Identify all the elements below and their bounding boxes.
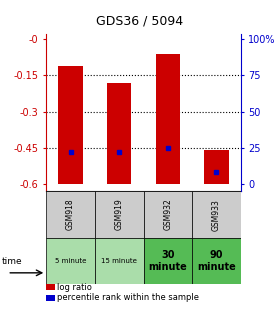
Bar: [192, 191, 241, 238]
Bar: [46, 238, 95, 284]
Text: 90
minute: 90 minute: [197, 250, 236, 272]
Bar: [143, 238, 192, 284]
Bar: [58, 66, 83, 184]
Bar: [46, 191, 95, 238]
Bar: [95, 238, 143, 284]
Text: percentile rank within the sample: percentile rank within the sample: [57, 293, 199, 302]
Text: GSM919: GSM919: [115, 199, 124, 231]
Text: GSM933: GSM933: [212, 199, 221, 231]
Bar: [156, 54, 180, 184]
Text: GSM918: GSM918: [66, 199, 75, 231]
Text: GDS36 / 5094: GDS36 / 5094: [96, 15, 184, 28]
Text: 15 minute: 15 minute: [101, 258, 137, 264]
Text: 30
minute: 30 minute: [148, 250, 187, 272]
Text: log ratio: log ratio: [57, 283, 92, 292]
Bar: [107, 83, 131, 184]
Text: GSM932: GSM932: [163, 199, 172, 231]
Bar: [95, 191, 143, 238]
Bar: [192, 238, 241, 284]
Text: time: time: [1, 257, 22, 266]
Text: 5 minute: 5 minute: [55, 258, 86, 264]
Bar: [143, 191, 192, 238]
Bar: [204, 150, 229, 184]
